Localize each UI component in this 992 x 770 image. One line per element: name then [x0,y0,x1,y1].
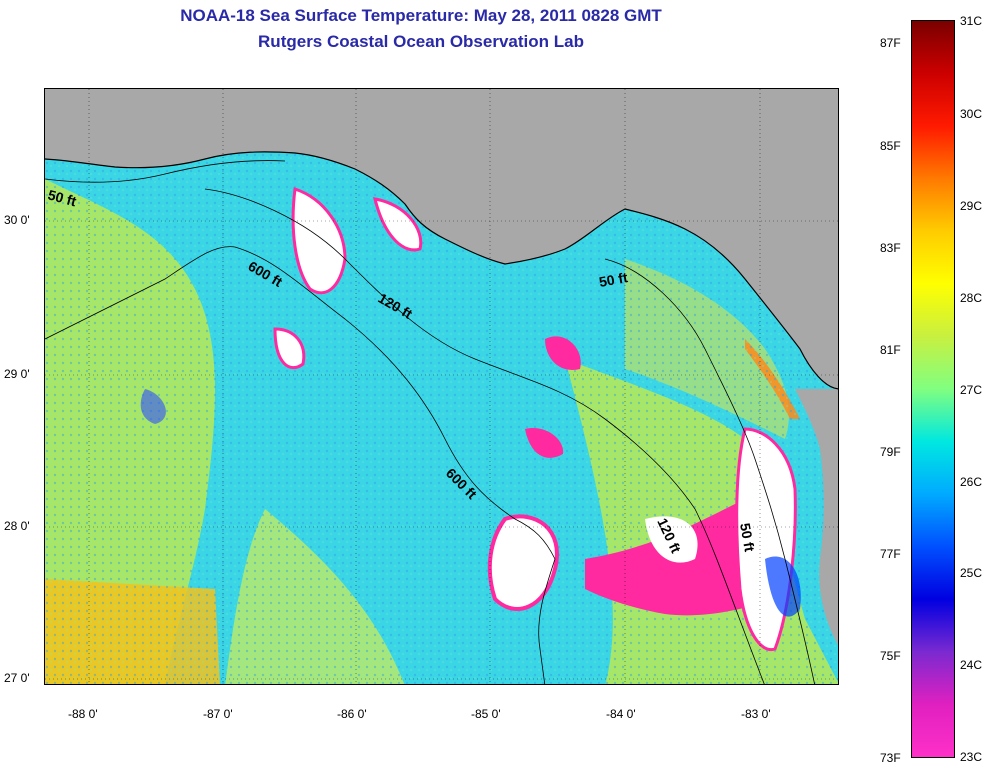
sst-map: 50 ft 600 ft 120 ft 50 ft 600 ft 120 ft … [44,88,839,685]
cb-f-85: 85F [880,139,901,153]
lat-label-27: 27 0' [4,671,30,685]
cb-f-77: 77F [880,547,901,561]
contour-label-50ft-southeast: 50 ft [737,522,758,553]
cb-f-73: 73F [880,751,901,765]
cb-f-79: 79F [880,445,901,459]
lat-label-28: 28 0' [4,519,30,533]
map-title: NOAA-18 Sea Surface Temperature: May 28,… [180,6,662,25]
contour-120ft [204,188,765,684]
cb-f-83: 83F [880,241,901,255]
coastline [45,151,838,390]
cb-f-87: 87F [880,36,901,50]
contour-label-50ft-east: 50 ft [598,269,629,290]
land-northern-coast [45,89,838,389]
cloud-patches [140,149,801,652]
cb-c-24: 24C [960,658,983,672]
cb-f-81: 81F [880,343,901,357]
contour-label-50ft-west: 50 ft [46,186,78,209]
lon-label-87: -87 0' [203,707,233,721]
lon-label-88: -88 0' [68,707,98,721]
lat-label-29: 29 0' [4,367,30,381]
cb-f-75: 75F [880,649,901,663]
contour-50ft-west [45,160,286,183]
cb-c-30: 30C [960,107,983,121]
cb-c-23: 23C [960,750,983,764]
cb-c-25: 25C [960,566,983,580]
lon-label-85: -85 0' [471,707,501,721]
contour-600ft [45,246,556,684]
cb-c-31: 31C [960,14,983,28]
lon-label-86: -86 0' [337,707,367,721]
cb-c-26: 26C [960,475,983,489]
lon-label-83: -83 0' [741,707,771,721]
graticule [45,89,838,684]
contour-50ft-east [604,258,815,684]
lon-label-84: -84 0' [606,707,636,721]
lat-label-30: 30 0' [4,213,30,227]
cb-c-27: 27C [960,383,983,397]
land-florida-peninsula [795,389,838,646]
cb-c-29: 29C [960,199,983,213]
map-subtitle: Rutgers Coastal Ocean Observation Lab [258,32,584,51]
cb-c-28: 28C [960,291,983,305]
temperature-colorbar [911,20,955,758]
